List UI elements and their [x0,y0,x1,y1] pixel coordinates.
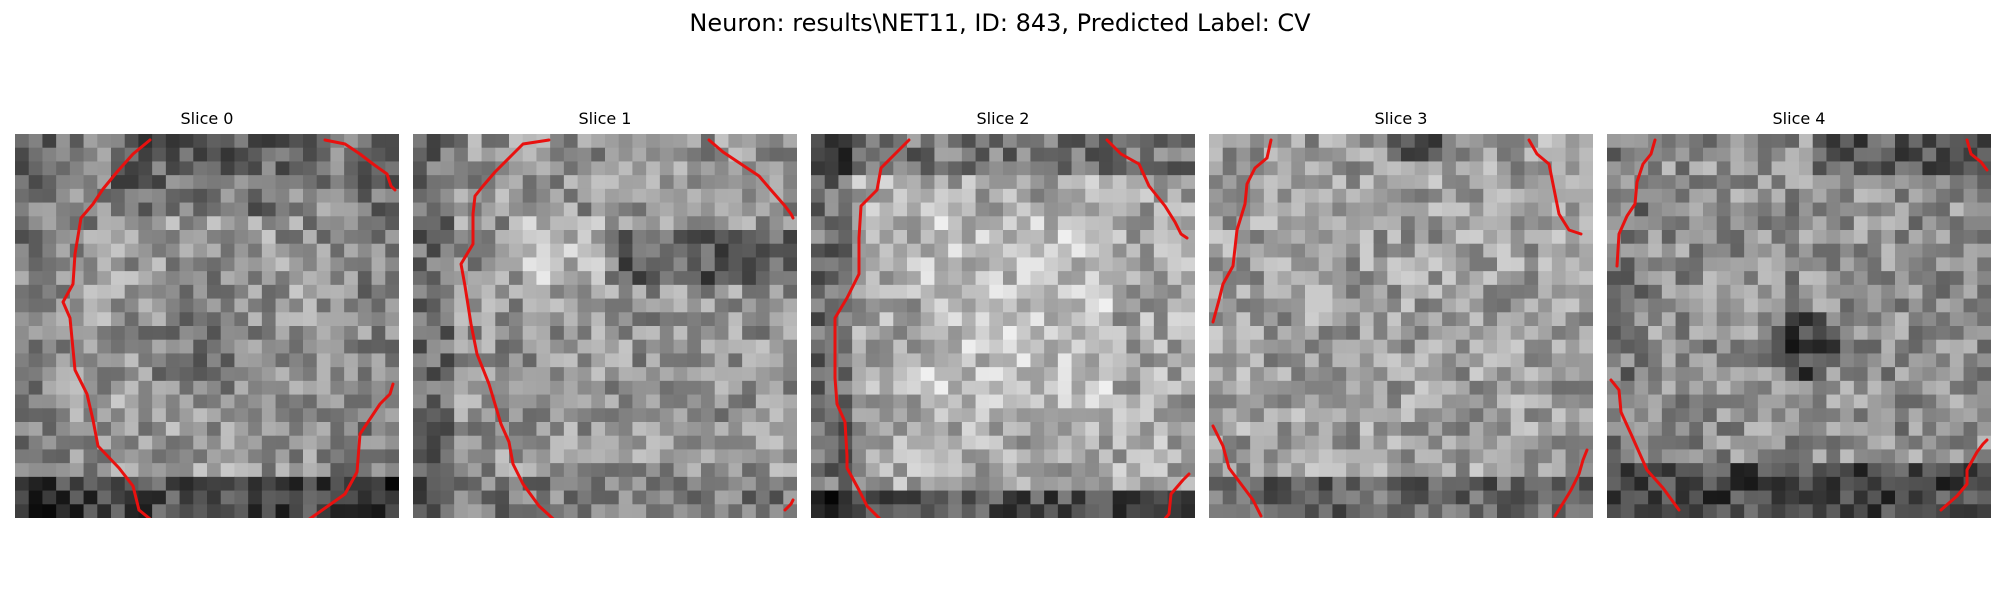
contour-line-2b [1105,138,1189,240]
slice-image-3 [1209,134,1593,518]
slice-panel-0: Slice 0 [15,108,399,520]
slice-image-0 [15,134,399,518]
contour-line-0c [323,138,397,192]
slice-title-3: Slice 3 [1374,109,1428,128]
slice-image-1 [413,134,797,518]
figure-title: Neuron: results\NET11, ID: 843, Predicte… [689,9,1311,37]
pixel-grid-3 [1209,134,1593,518]
contour-line-1b [707,138,795,220]
slice-image-2 [811,134,1195,518]
slice-title-2: Slice 2 [976,109,1030,128]
slice-panel-1: Slice 1 [413,108,797,520]
slice-panel-2: Slice 2 [811,108,1195,520]
contour-line-3d [1553,448,1589,518]
slice-panel-3: Slice 3 [1209,108,1593,520]
pixel-grid-0 [15,134,399,518]
contour-line-0a [61,138,152,512]
contour-line-3c [1211,424,1263,518]
pixel-grid-2 [811,134,1195,518]
contour-line-3b [1527,138,1583,236]
contour-line-3a [1211,138,1273,324]
slice-title-1: Slice 1 [578,109,632,128]
contour-line-1a [459,138,555,518]
slice-panel-4: Slice 4 [1607,108,1991,520]
contour-line-4b [1965,138,1989,172]
contour-line-4d [1939,438,1989,512]
contour-line-0b [137,382,395,518]
contour-line-4c [1609,378,1681,512]
slice-image-4 [1607,134,1991,518]
contour-line-2a [833,138,911,518]
slice-title-4: Slice 4 [1772,109,1826,128]
pixel-grid-1 [413,134,797,518]
contour-line-1c [783,498,795,512]
slice-title-0: Slice 0 [180,109,234,128]
pixel-grid-4 [1607,134,1991,518]
contour-line-4a [1615,138,1657,268]
contour-line-2c [1163,472,1191,518]
